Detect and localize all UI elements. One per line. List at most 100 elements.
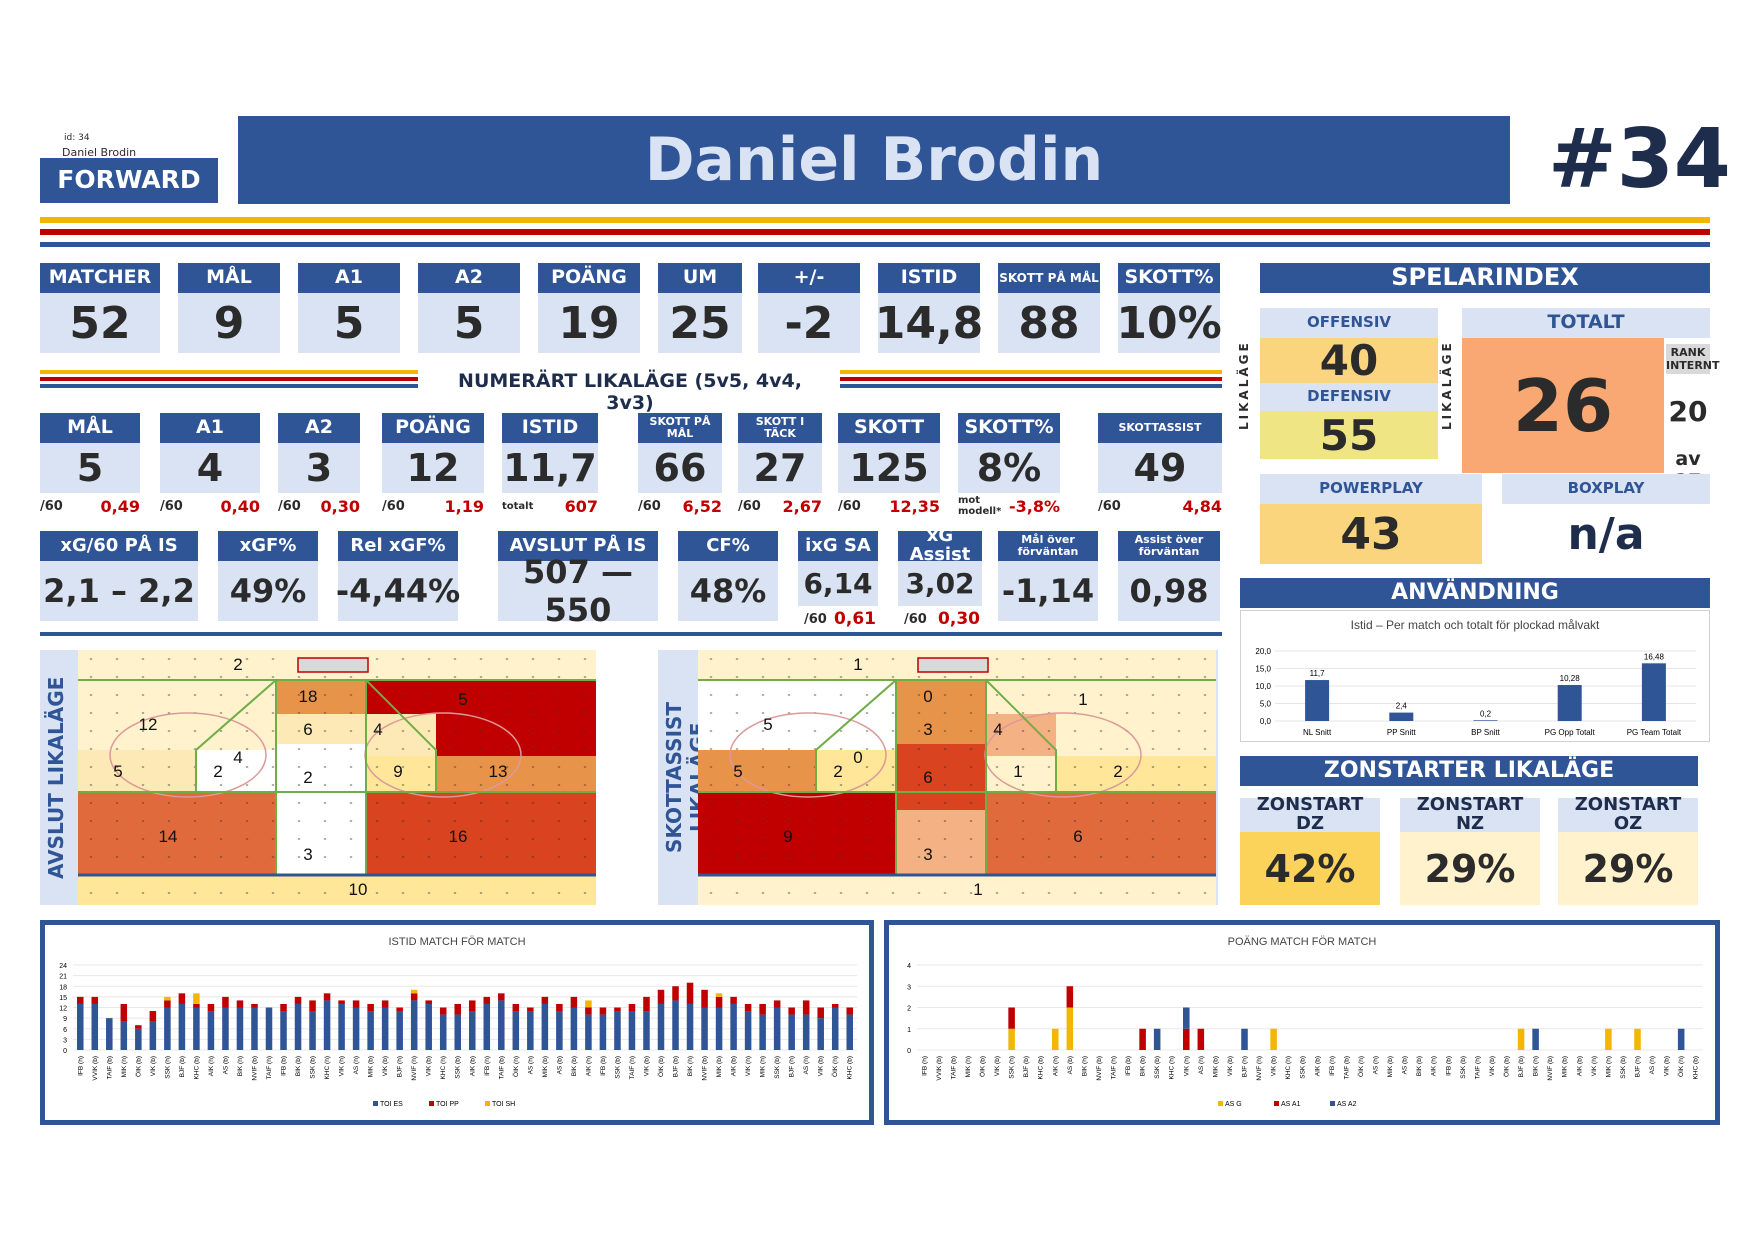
small-name: Daniel Brodin — [62, 146, 137, 159]
rink-zone — [698, 792, 896, 875]
bar-segment — [222, 996, 229, 1008]
bar-segment — [643, 1011, 650, 1050]
rink-zone-value: 5 — [763, 715, 773, 734]
category-label: VIK (b) — [994, 1056, 1001, 1076]
bar-segment — [280, 1011, 287, 1050]
category-label: NVIF (b) — [702, 1056, 709, 1081]
category-label: NVIF (h) — [411, 1056, 418, 1081]
stripe-navy — [40, 242, 1710, 247]
bar-segment — [788, 1007, 795, 1015]
bar-segment — [193, 993, 200, 1004]
top-stat-label: SKOTT% — [1118, 263, 1220, 293]
bar-segment — [773, 1007, 781, 1050]
bar-value-label: 10,28 — [1560, 674, 1581, 683]
bar-segment — [846, 1007, 854, 1015]
rink-zone-value: 3 — [303, 845, 313, 864]
bar-segment — [207, 1011, 215, 1050]
chart-title: POÄNG MATCH FÖR MATCH — [1228, 936, 1377, 948]
divider-line — [40, 632, 1222, 636]
anvandning-chart-frame: Istid – Per match och totalt för plockad… — [1240, 610, 1710, 742]
skottassist-rink: SKOTTASSIST LIKALÄGE 1 5 0 1 0 3 4 5 2 6 1 2 9 3 6 1 — [658, 650, 1218, 905]
rink-zone — [986, 756, 1056, 792]
xg-stat-label: Mål över förväntan — [998, 531, 1098, 561]
bar-segment — [410, 993, 418, 1001]
xg-stat-value: 48% — [678, 561, 778, 621]
category-label: AS (h) — [803, 1056, 810, 1074]
category-label: KHC (h) — [324, 1056, 331, 1079]
bar-segment — [1270, 1028, 1277, 1050]
rink-zone-value: 10 — [348, 880, 368, 899]
es-stat-value: 5 — [40, 443, 140, 493]
rink-zone-value: 0 — [923, 687, 933, 706]
bar-segment — [1634, 1028, 1641, 1050]
es-stat-value: 8% — [958, 443, 1060, 493]
category-label: BJF (h) — [1242, 1056, 1249, 1077]
y-tick-label: 9 — [63, 1016, 67, 1023]
xg-stat-sub-value: 0,30 — [938, 609, 980, 629]
category-label: BIK (b) — [1140, 1056, 1147, 1076]
chart-title: ISTID MATCH FÖR MATCH — [388, 936, 525, 948]
y-tick-label: 6 — [63, 1027, 67, 1034]
category-label: MIK (h) — [121, 1056, 128, 1077]
bar-segment — [1532, 1028, 1539, 1050]
category-label: VIK (b) — [1489, 1056, 1496, 1076]
category-label: BIK (b) — [295, 1056, 302, 1076]
category-label: AIK (h) — [1052, 1056, 1059, 1076]
rink-zone-value: 5 — [733, 762, 743, 781]
legend-label: TOI ES — [380, 1101, 403, 1108]
bar-segment — [367, 1003, 374, 1012]
top-stat-value: 19 — [538, 293, 640, 353]
y-tick-label: 20,0 — [1255, 647, 1271, 656]
category-label: BJF (b) — [179, 1056, 186, 1077]
totalt-label: TOTALT — [1462, 308, 1710, 338]
category-label: BJF (b) — [673, 1056, 680, 1077]
bar-segment — [846, 1014, 854, 1050]
offensiv-value: 40 — [1260, 336, 1438, 385]
bar-segment — [672, 1000, 679, 1050]
bar-segment — [570, 1007, 578, 1050]
category-label: BP Snitt — [1471, 728, 1501, 737]
category-label: SSK (b) — [1300, 1056, 1307, 1079]
bar-segment — [498, 993, 505, 1001]
category-label: BJF (h) — [1635, 1056, 1642, 1077]
category-label: IFB (b) — [600, 1056, 607, 1076]
bar-segment — [1605, 1028, 1612, 1050]
xg-stat-value: -1,14 — [998, 561, 1098, 621]
es-stat-sub-value: 2,67 — [782, 496, 822, 516]
bar-value-label: 2,4 — [1396, 702, 1408, 711]
id-value: 34 — [78, 133, 90, 143]
y-tick-label: 2 — [907, 1006, 911, 1013]
legend-swatch — [1330, 1101, 1335, 1106]
y-tick-label: 15,0 — [1255, 665, 1271, 674]
category-label: MIK (b) — [1387, 1056, 1394, 1077]
bar-segment — [309, 1011, 316, 1050]
bar-segment — [527, 1011, 534, 1050]
zonstart-value: 29% — [1558, 832, 1698, 905]
bar-segment — [381, 1007, 389, 1050]
xg-stat-value: 6,14 — [798, 561, 878, 606]
category-label: BIK (b) — [1416, 1056, 1423, 1076]
category-label: VIK (b) — [818, 1056, 825, 1076]
bar-segment — [686, 1003, 694, 1050]
category-label: AS (h) — [353, 1056, 360, 1074]
rink-zone — [78, 875, 596, 905]
category-label: KHC (b) — [1038, 1056, 1045, 1079]
rink-zone — [276, 810, 366, 875]
category-label: VVIK (b) — [936, 1056, 943, 1081]
rink-zone-value: 13 — [488, 762, 508, 781]
bar-segment — [352, 1007, 360, 1050]
bar-segment — [744, 1011, 752, 1050]
bar-segment — [628, 1003, 636, 1012]
category-label: IFB (h) — [484, 1056, 491, 1076]
rink-zone — [896, 680, 986, 714]
bar-segment — [1183, 1028, 1190, 1050]
bar-segment — [91, 996, 99, 1004]
bar-segment — [831, 1007, 839, 1050]
bar-segment — [178, 993, 186, 1004]
defensiv-label: DEFENSIV — [1260, 383, 1438, 411]
legend-label: TOI PP — [436, 1101, 459, 1108]
category-label: VIK (h) — [339, 1056, 346, 1076]
bar-segment — [672, 986, 679, 1001]
y-tick-label: 1 — [907, 1027, 911, 1034]
category-label: VIK (b) — [426, 1056, 433, 1076]
